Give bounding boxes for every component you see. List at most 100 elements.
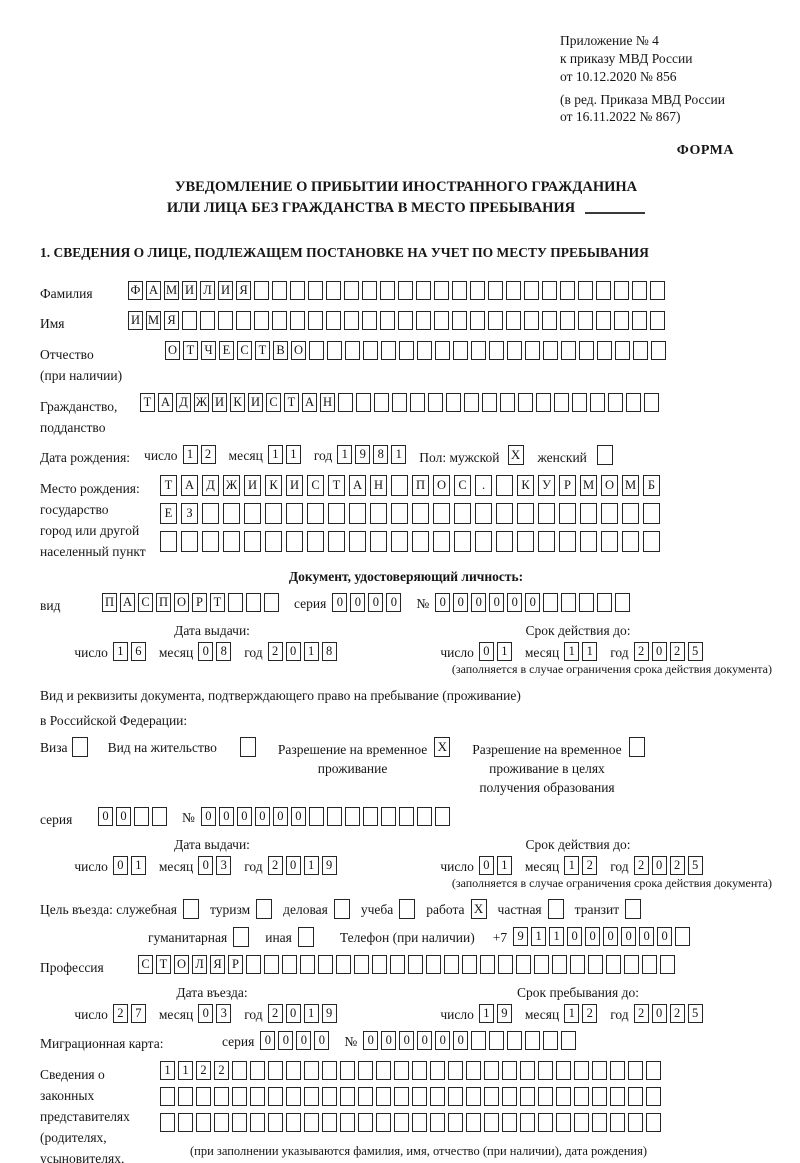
- char-box[interactable]: [525, 1031, 541, 1050]
- char-box[interactable]: [391, 503, 408, 524]
- char-box[interactable]: [398, 311, 413, 330]
- char-box[interactable]: С: [307, 475, 324, 496]
- char-box[interactable]: [561, 341, 576, 360]
- char-box[interactable]: [534, 955, 549, 974]
- char-box[interactable]: [570, 955, 585, 974]
- char-box[interactable]: 1: [303, 856, 319, 875]
- char-box[interactable]: [304, 1087, 319, 1106]
- char-box[interactable]: [399, 341, 414, 360]
- char-box[interactable]: 2: [633, 1004, 649, 1023]
- char-box[interactable]: [290, 311, 305, 330]
- char-box[interactable]: [542, 311, 557, 330]
- char-box[interactable]: [391, 475, 408, 496]
- char-box[interactable]: К: [265, 475, 282, 496]
- char-box[interactable]: [410, 393, 425, 412]
- char-box[interactable]: 1: [478, 1004, 494, 1023]
- char-box[interactable]: [520, 1061, 535, 1080]
- char-box[interactable]: [628, 1061, 643, 1080]
- char-box[interactable]: [394, 1113, 409, 1132]
- char-box[interactable]: [318, 955, 333, 974]
- char-box[interactable]: С: [138, 593, 153, 612]
- char-box[interactable]: [552, 955, 567, 974]
- char-box[interactable]: С: [237, 341, 252, 360]
- char-box[interactable]: 2: [633, 856, 649, 875]
- char-box[interactable]: [272, 281, 287, 300]
- char-box[interactable]: [304, 1113, 319, 1132]
- char-box[interactable]: М: [164, 281, 179, 300]
- temp-residence-checkbox[interactable]: X: [434, 737, 451, 757]
- char-box[interactable]: [178, 1087, 193, 1106]
- char-box[interactable]: 2: [633, 642, 649, 661]
- char-box[interactable]: [542, 281, 557, 300]
- char-box[interactable]: Н: [370, 475, 387, 496]
- char-box[interactable]: [502, 1087, 517, 1106]
- char-box[interactable]: 0: [435, 593, 451, 612]
- char-box[interactable]: 0: [507, 593, 523, 612]
- representatives-input-row3[interactable]: [160, 1113, 664, 1132]
- char-box[interactable]: Т: [284, 393, 299, 412]
- char-box[interactable]: 1: [582, 642, 598, 661]
- char-box[interactable]: 2: [214, 1061, 229, 1080]
- char-box[interactable]: [214, 1087, 229, 1106]
- char-box[interactable]: [538, 1087, 553, 1106]
- char-box[interactable]: 0: [198, 642, 214, 661]
- char-box[interactable]: Б: [643, 475, 660, 496]
- char-box[interactable]: [597, 593, 613, 612]
- char-box[interactable]: [561, 593, 577, 612]
- char-box[interactable]: [398, 807, 414, 826]
- char-box[interactable]: [326, 281, 341, 300]
- char-box[interactable]: 0: [296, 1031, 312, 1050]
- char-box[interactable]: [338, 393, 353, 412]
- char-box[interactable]: 1: [182, 445, 198, 464]
- char-box[interactable]: [543, 1031, 559, 1050]
- char-box[interactable]: [308, 807, 324, 826]
- char-box[interactable]: [596, 311, 611, 330]
- char-box[interactable]: [556, 1087, 571, 1106]
- char-box[interactable]: [264, 955, 279, 974]
- char-box[interactable]: О: [433, 475, 450, 496]
- char-box[interactable]: [650, 281, 665, 300]
- char-box[interactable]: 0: [585, 927, 601, 946]
- char-box[interactable]: [250, 1113, 265, 1132]
- char-box[interactable]: [448, 1061, 463, 1080]
- char-box[interactable]: [615, 593, 631, 612]
- char-box[interactable]: [376, 1061, 391, 1080]
- char-box[interactable]: [214, 1113, 229, 1132]
- char-box[interactable]: [632, 281, 647, 300]
- char-box[interactable]: Ж: [223, 475, 240, 496]
- char-box[interactable]: 5: [687, 1004, 703, 1023]
- char-box[interactable]: [160, 1113, 175, 1132]
- char-box[interactable]: [416, 311, 431, 330]
- char-box[interactable]: 0: [278, 1031, 294, 1050]
- char-box[interactable]: И: [212, 393, 227, 412]
- char-box[interactable]: 0: [254, 807, 270, 826]
- char-box[interactable]: [518, 393, 533, 412]
- char-box[interactable]: 0: [260, 1031, 276, 1050]
- char-box[interactable]: [643, 531, 660, 552]
- char-box[interactable]: [543, 341, 558, 360]
- char-box[interactable]: [633, 341, 648, 360]
- char-box[interactable]: [376, 1087, 391, 1106]
- char-box[interactable]: 0: [290, 807, 306, 826]
- char-box[interactable]: [614, 311, 629, 330]
- char-box[interactable]: [362, 807, 378, 826]
- char-box[interactable]: [608, 393, 623, 412]
- char-box[interactable]: 0: [381, 1031, 397, 1050]
- char-box[interactable]: [254, 311, 269, 330]
- char-box[interactable]: [430, 1087, 445, 1106]
- char-box[interactable]: 0: [116, 807, 131, 826]
- char-box[interactable]: [435, 341, 450, 360]
- char-box[interactable]: [430, 1061, 445, 1080]
- char-box[interactable]: О: [291, 341, 306, 360]
- char-box[interactable]: [272, 311, 287, 330]
- char-box[interactable]: Я: [164, 311, 179, 330]
- char-box[interactable]: [134, 807, 149, 826]
- char-box[interactable]: [160, 531, 177, 552]
- sex-male-checkbox[interactable]: X: [507, 445, 524, 465]
- char-box[interactable]: 5: [687, 642, 703, 661]
- char-box[interactable]: 1: [303, 1004, 319, 1023]
- char-box[interactable]: [488, 311, 503, 330]
